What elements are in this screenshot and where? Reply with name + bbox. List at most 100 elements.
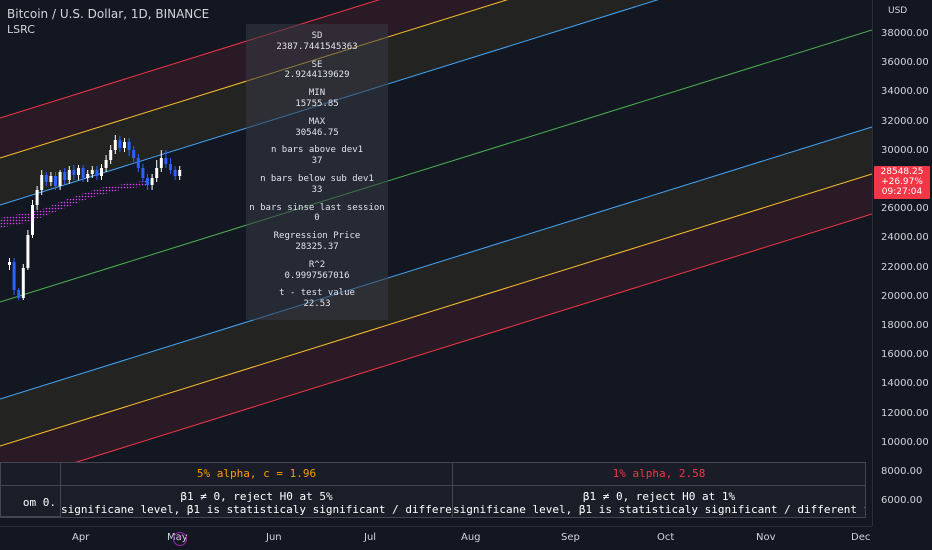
candle-body [155, 168, 159, 178]
candle-body [123, 142, 126, 148]
price-tick-label: 14000.00 [881, 378, 929, 390]
time-label: Apr [72, 532, 90, 543]
price-scale[interactable]: USD 38000.00 36000.00 34000.00 32000.00 3000… [872, 0, 932, 526]
stat-item: t - test value 22.53 [246, 288, 388, 310]
candle-body [12, 262, 16, 290]
chart-canvas[interactable] [0, 0, 872, 526]
regression-line [0, 29, 872, 303]
candle-body [21, 268, 25, 298]
candle-body [113, 140, 117, 150]
deviation-line [0, 0, 509, 159]
candle-body [63, 172, 67, 180]
result-1pct-line1: β1 ≠ 0, reject H0 at 1% [582, 490, 736, 503]
price-tick-label: 24000.00 [881, 232, 929, 244]
indicator-name[interactable]: LSRC [7, 23, 35, 36]
chart-area[interactable] [0, 0, 872, 526]
time-label: Dec [851, 532, 871, 543]
candle-body [26, 235, 30, 268]
stat-value: 37 [311, 156, 323, 167]
price-tick-label: 16000.00 [881, 349, 929, 361]
currency-label[interactable]: USD [888, 6, 908, 16]
candle-body [146, 178, 149, 185]
candle-body [159, 158, 163, 168]
stat-label: SE [311, 59, 323, 70]
price-change: +26.97% [881, 177, 923, 187]
stat-value: 0.9997567016 [284, 270, 350, 281]
stat-label: MIN [308, 88, 326, 99]
candle-body [8, 262, 11, 265]
table-header-1pct: 1% alpha, 2.58 [453, 463, 865, 486]
symbol-title[interactable]: Bitcoin / U.S. Dollar, 1D, BINANCE [7, 7, 210, 21]
deviation-line [0, 126, 872, 400]
stat-item: SE 2.9244139629 [246, 60, 388, 82]
candle-body [178, 170, 182, 176]
candle-body [150, 178, 154, 185]
stat-label: R^2 [308, 259, 326, 270]
stat-label: n bars below sub dev1 [260, 173, 374, 184]
table-cell-partial-text: om 0. [22, 496, 56, 509]
table-cell-partial: om 0. [1, 486, 61, 517]
time-label: Jun [266, 532, 282, 543]
deviation-line [0, 213, 872, 487]
candle-body [136, 158, 140, 168]
stat-item: n bars below sub dev1 33 [246, 174, 388, 196]
last-price-tag: 28548.25 +26.97% 09:27:04 [874, 166, 930, 199]
candle-body [86, 174, 90, 178]
time-label: Nov [756, 532, 776, 543]
last-price: 28548.25 [880, 167, 924, 177]
result-5pct-line1: β1 ≠ 0, reject H0 at 5% [180, 490, 333, 503]
price-tick-label: 10000.00 [881, 436, 929, 448]
time-axis[interactable]: Apr May Jun Jul Aug Sep Oct Nov Dec [0, 526, 872, 550]
deviation-line [0, 173, 872, 447]
candle-body [141, 168, 145, 178]
candle-body [95, 170, 99, 176]
candle-body [58, 172, 62, 186]
deviation-line [0, 0, 659, 206]
time-label: Oct [657, 532, 675, 543]
stat-item: n bars sinse last session 0 [246, 203, 388, 225]
candle-body [109, 150, 113, 160]
stat-item: R^2 0.9997567016 [246, 260, 388, 282]
stat-item: Regression Price 28325.37 [246, 231, 388, 253]
stat-value: 2387.7441545363 [276, 41, 358, 52]
price-tick-label: 8000.00 [881, 466, 923, 477]
stat-label: n bars sinse last session [249, 202, 385, 213]
lightning-icon[interactable]: ⚡ [173, 532, 187, 546]
stat-item: n bars above dev1 37 [246, 145, 388, 167]
dotted-fill [0, 180, 150, 228]
stat-value: 2.9244139629 [284, 70, 350, 81]
stat-value: 15755.85 [295, 98, 339, 109]
candle-body [90, 170, 94, 174]
candle-body [35, 190, 39, 205]
time-label: Jul [364, 532, 377, 543]
stat-value: 33 [311, 184, 323, 195]
candle-body [118, 140, 122, 148]
candle-body [173, 170, 177, 176]
stats-panel: SD 2387.7441545363 SE 2.9244139629 MIN 15755.… [246, 24, 388, 320]
price-tick-label: 36000.00 [881, 57, 929, 69]
stat-item: MAX 30546.75 [246, 117, 388, 139]
candle-body [67, 170, 71, 180]
candle-body [44, 175, 48, 182]
stat-label: SD [311, 31, 323, 41]
stat-label: MAX [308, 116, 326, 127]
table-header-cell-0 [1, 463, 61, 486]
table-header-5pct: 5% alpha, c = 1.96 [61, 463, 453, 486]
price-tick-label: 32000.00 [881, 115, 929, 127]
candle-body [104, 160, 108, 168]
price-tick-label: 6000.00 [881, 495, 923, 507]
stat-value: 28325.37 [295, 241, 339, 252]
price-tick-label: 38000.00 [881, 28, 929, 39]
candle-body [132, 150, 136, 158]
chart-header: Bitcoin / U.S. Dollar, 1D, BINANCE LSRC [7, 6, 209, 38]
candle-body [40, 175, 44, 190]
candle-body [127, 142, 131, 150]
stat-value: 0 [314, 213, 320, 224]
alpha-table: 5% alpha, c = 1.96 1% alpha, 2.58 om 0. … [0, 462, 866, 518]
price-tick-label: 34000.00 [881, 86, 929, 98]
channel-fill [0, 126, 872, 446]
result-1pct-line2: significane level, β1 is statisticaly si… [453, 503, 865, 516]
stat-label: n bars above dev1 [270, 145, 364, 156]
bar-countdown: 09:27:04 [881, 187, 923, 197]
candle-body [169, 164, 172, 170]
